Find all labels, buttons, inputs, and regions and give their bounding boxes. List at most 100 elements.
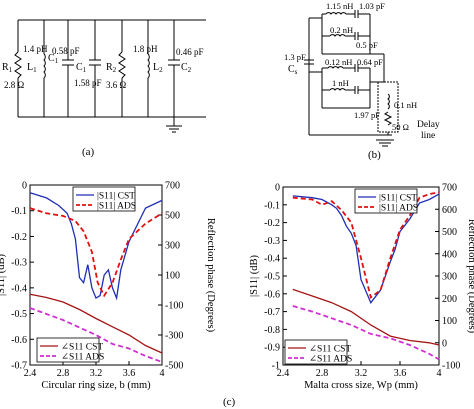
legend-label: ∠S11 ADS [61, 353, 104, 363]
y-left-tick-label: -0.6 [11, 335, 27, 346]
y-right-tick-label: 400 [442, 249, 457, 260]
c1b-value: 1.58 pF [74, 78, 102, 88]
y-right-tick-label: 200 [442, 294, 457, 305]
circuit-a-labels: R1 2.8 Ω 1.4 pH L1 C1 0.58 pF C1 1.58 pF… [2, 44, 204, 90]
series-line [292, 305, 440, 361]
y-left-tick-label: 0 [22, 181, 27, 192]
r2-value: 3.6 Ω [106, 80, 127, 90]
r1-value: 2.8 Ω [4, 80, 25, 90]
series-line [29, 293, 163, 354]
x-tick-label: 2.8 [316, 368, 329, 379]
y-left-tick-label: -0.1 [11, 206, 27, 217]
x-tick-label: 2.4 [277, 368, 290, 379]
y-right-tick-label: 700 [165, 181, 180, 192]
panel-label-c: (c) [223, 396, 236, 408]
b-value-7: 1 nH [332, 78, 349, 88]
c1-value: 0.58 pF [52, 46, 80, 56]
series-line [292, 193, 440, 304]
legend-label: ∠S11 CST [61, 343, 103, 353]
y-right-tick-label: 500 [165, 211, 180, 222]
y-right-tick-label: 0 [442, 338, 447, 349]
series-line [292, 191, 440, 299]
y-left-tick-label: -0.2 [264, 218, 280, 229]
x-axis-label: Circular ring size, b (mm) [41, 380, 151, 391]
y-right-tick-label: 100 [442, 316, 457, 327]
circuit-b-labels: 1.15 nH 1.03 pF 0.2 nH 0.5 pF 0.12 nH 0.… [284, 1, 440, 141]
cs-value: 1.3 pF [284, 52, 306, 62]
x-tick-label: 3.2 [355, 368, 368, 379]
y-right-tick-label: 300 [165, 241, 180, 252]
y-right-tick-label: 500 [442, 227, 457, 238]
y-left-tick-label: -0.4 [11, 283, 27, 294]
b-value-2: 1.03 pF [359, 1, 385, 11]
y-left-tick-label: -0.5 [11, 309, 27, 320]
b-value-1: 1.15 nH [326, 1, 353, 11]
series-line [29, 192, 163, 301]
y-left-tick-label: -0.3 [264, 236, 280, 247]
x-tick-label: 3.6 [123, 368, 136, 379]
b-value-9: 0.1 nH [394, 100, 417, 110]
y-right-tick-label: 100 [165, 271, 180, 282]
x-tick-label: 4 [437, 368, 442, 379]
b-value-5: 0.12 nH [325, 57, 352, 67]
legend-label: |S11| ADS [379, 204, 418, 214]
panel-label-a: (a) [82, 146, 95, 158]
y-left-tick-label: -0.5 [264, 272, 280, 283]
legend-label: |S11| ADS [97, 202, 136, 212]
circuit-a [14, 19, 206, 133]
legend-label: |S11| CST [97, 192, 135, 202]
y-right-tick-label: -300 [165, 331, 183, 342]
x-tick-label: 4 [160, 368, 165, 379]
chart-ring-size: 2.4 2.8 3.2 3.6 4 0 -0.1 -0.2 -0.3 -0.4 -0.5 -0.6 -0… [0, 181, 216, 392]
y-right-tick-label: -100 [165, 301, 183, 312]
delay-label-1: Delay [417, 120, 440, 130]
y-right-tick-label: -100 [442, 361, 460, 372]
l2-value: 1.8 pH [133, 44, 158, 54]
cs-label: Cs [288, 64, 298, 76]
b-value-4: 0.5 pF [356, 40, 378, 50]
legend-label: ∠S11 CST [309, 345, 351, 355]
panel-label-b: (b) [368, 149, 381, 161]
y-right-tick-label: 700 [442, 183, 457, 194]
y-left-tick-label: -0.7 [264, 307, 280, 318]
legend-label: ∠S11 ADS [309, 355, 352, 365]
y-right-axis-label: Reflection phase (Degrees) [205, 218, 216, 333]
y-left-tick-label: -0.3 [11, 258, 27, 269]
b-value-3: 0.2 nH [330, 25, 353, 35]
chart-malta-cross: 2.4 2.8 3.2 3.6 4 0 -0.1 -0.2 -0.3 -0.4 -0.5 -0.6 -0… [249, 183, 474, 392]
legend-top-box [354, 188, 418, 214]
b-value-6: 0.64 pF [357, 57, 383, 67]
legend-label: |S11| CST [379, 194, 417, 204]
c2-value: 0.46 pF [176, 47, 204, 57]
l1-label: L1 [27, 62, 37, 74]
x-tick-label: 3.2 [90, 368, 103, 379]
c1-label-left: C1 [48, 53, 59, 65]
legend-bottom-box [36, 337, 100, 363]
b-value-10: 50 Ω [392, 122, 409, 132]
r1-label: R1 [2, 62, 13, 74]
b-value-8: 1.97 pF [354, 110, 380, 120]
y-left-tick-label: -0.2 [11, 232, 27, 243]
delay-label-2: line [421, 131, 435, 141]
series-line [29, 207, 163, 298]
legend-bottom-box [284, 339, 348, 365]
x-tick-label: 2.8 [57, 368, 70, 379]
y-left-tick-label: -1 [272, 361, 280, 372]
y-left-tick-label: -0.4 [264, 254, 280, 265]
l1-value: 1.4 pH [23, 44, 48, 54]
legend-top-box [72, 186, 136, 212]
series-line [292, 288, 440, 346]
y-left-axis-label: |S11| (dB) [0, 253, 7, 296]
y-right-tick-label: 600 [442, 205, 457, 216]
y-left-tick-label: 0 [275, 183, 280, 194]
circuit-b [304, 10, 399, 147]
y-left-tick-label: -0.9 [264, 343, 280, 354]
r2-label: R2 [106, 62, 117, 74]
x-tick-label: 2.4 [24, 368, 37, 379]
l2-label: L2 [153, 62, 163, 74]
x-tick-label: 3.6 [394, 368, 407, 379]
x-axis-label: Malta cross size, Wp (mm) [304, 380, 418, 391]
y-left-axis-label: |S11| (dB) [249, 254, 260, 297]
y-left-tick-label: -0.1 [264, 200, 280, 211]
